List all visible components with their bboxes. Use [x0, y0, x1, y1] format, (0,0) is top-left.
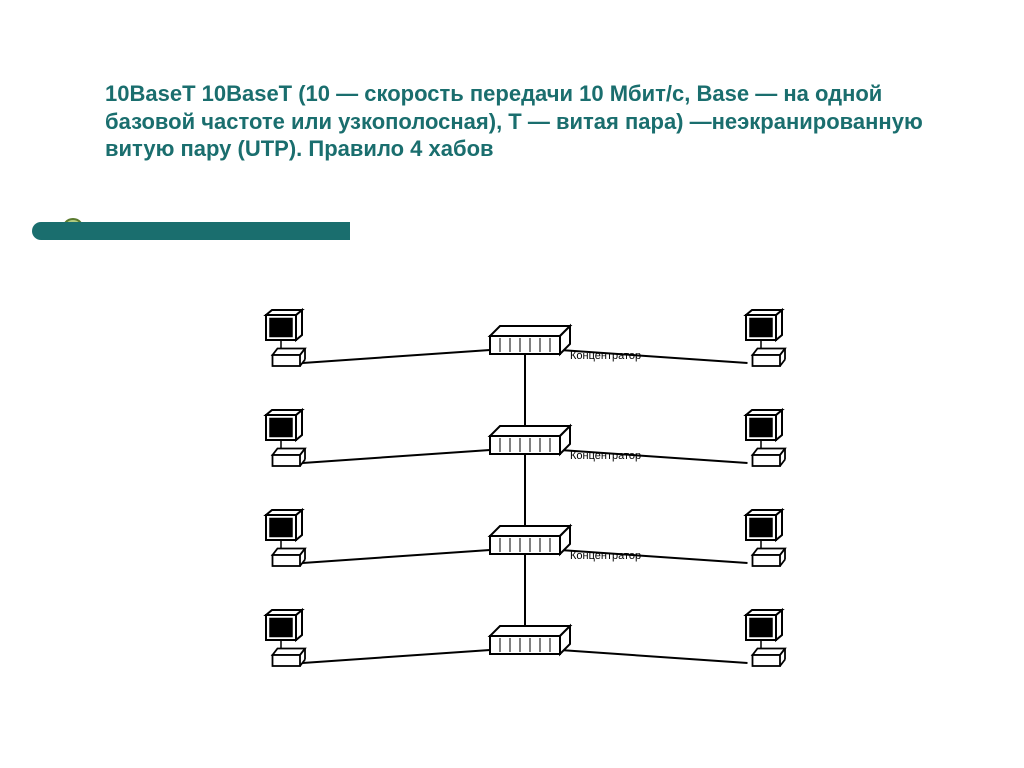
decor-bar: [80, 222, 350, 240]
slide-title: 10BaseT 10BaseT (10 — скорость передачи …: [105, 80, 925, 163]
diagram-svg: [250, 295, 810, 715]
hub-label: Концентратор: [570, 450, 641, 462]
hub-label: Концентратор: [570, 550, 641, 562]
network-diagram: Концентратор Концентратор Концентратор: [250, 295, 810, 715]
decor-bar-cap: [32, 222, 80, 240]
hub-label: Концентратор: [570, 350, 641, 362]
